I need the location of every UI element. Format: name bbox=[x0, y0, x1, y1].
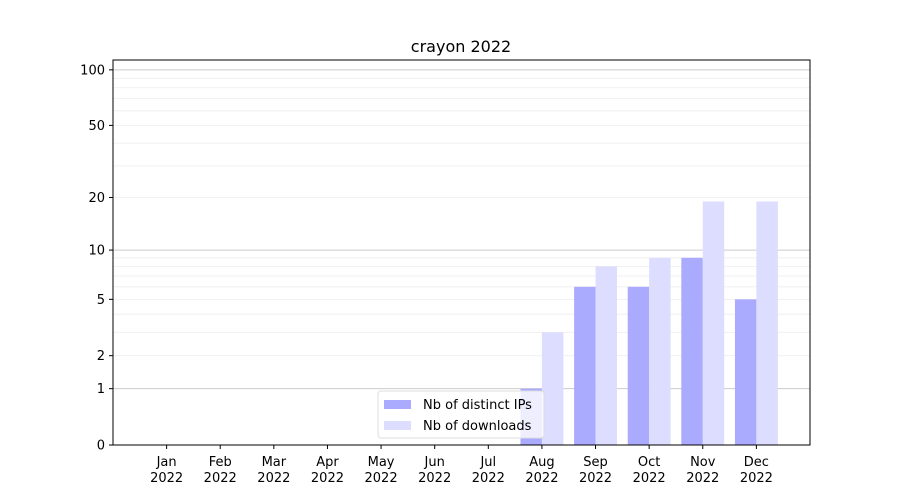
y-tick-label: 5 bbox=[97, 293, 105, 308]
y-axis: 0 1 2 5 10 20 50 100 bbox=[80, 63, 113, 454]
y-tick-label: 20 bbox=[88, 191, 105, 206]
x-tick-label: Sep 2022 bbox=[579, 455, 612, 486]
x-axis: Jan 2022 Feb 2022 Mar 2022 Apr 2022 May 2022 Jun 20… bbox=[150, 445, 773, 486]
x-tick-label: Jan 2022 bbox=[150, 455, 183, 486]
x-tick-label: Oct 2022 bbox=[633, 455, 666, 486]
bar-downloads bbox=[649, 257, 671, 445]
y-tick-label: 100 bbox=[80, 63, 105, 78]
x-tick-label: Dec 2022 bbox=[740, 455, 773, 486]
bar-distinct-ips bbox=[574, 286, 596, 445]
legend-label: Nb of downloads bbox=[423, 419, 532, 434]
bar-downloads bbox=[595, 266, 617, 445]
x-tick-label: Mar 2022 bbox=[257, 455, 290, 486]
y-tick-label: 50 bbox=[88, 119, 105, 134]
x-tick-label: Jul 2022 bbox=[472, 455, 505, 486]
legend-swatch bbox=[384, 400, 411, 409]
x-tick-label: Apr 2022 bbox=[311, 455, 344, 486]
y-tick-label: 10 bbox=[88, 244, 105, 259]
x-tick-label: Feb 2022 bbox=[204, 455, 237, 486]
grid bbox=[113, 69, 810, 390]
x-tick-label: Aug 2022 bbox=[525, 455, 558, 486]
bar-downloads bbox=[702, 201, 725, 445]
x-tick-label: May 2022 bbox=[365, 455, 398, 486]
bar-distinct-ips bbox=[734, 299, 757, 445]
bar-distinct-ips bbox=[627, 286, 650, 445]
x-tick-label: Nov 2022 bbox=[686, 455, 719, 486]
legend-box bbox=[377, 390, 545, 439]
x-tick-label: Jun 2022 bbox=[418, 455, 451, 486]
y-tick-label: 1 bbox=[97, 382, 105, 397]
legend-label: Nb of distinct IPs bbox=[423, 398, 532, 413]
bars bbox=[520, 201, 778, 445]
legend: Nb of distinct IPs Nb of downloads bbox=[377, 390, 545, 439]
y-tick-label: 0 bbox=[97, 439, 105, 454]
legend-swatch bbox=[384, 421, 411, 430]
bar-distinct-ips bbox=[681, 257, 703, 445]
y-tick-label: 2 bbox=[97, 349, 105, 364]
bar-downloads bbox=[756, 201, 778, 445]
chart-title: crayon 2022 bbox=[411, 37, 511, 56]
bar-downloads bbox=[541, 332, 564, 445]
plot-frame bbox=[112, 59, 811, 446]
